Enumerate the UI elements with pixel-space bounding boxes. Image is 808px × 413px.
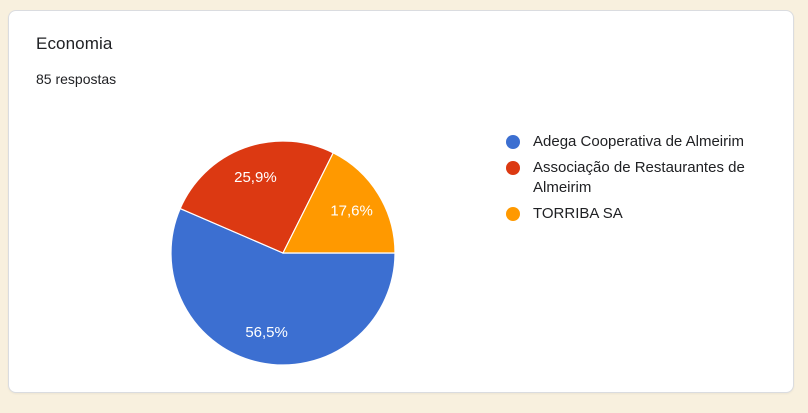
pie-slice-percent-label: 17,6% — [330, 203, 373, 220]
pie-slice[interactable] — [282, 152, 396, 254]
chart-legend: Adega Cooperativa de Almeirim Associação… — [506, 132, 768, 230]
response-count: 85 respostas — [36, 71, 117, 87]
legend-item-label: TORRIBA SA — [533, 205, 623, 222]
legend-item: Adega Cooperativa de Almeirim — [506, 132, 768, 152]
legend-color-dot-icon — [506, 135, 520, 149]
legend-item-label: Adega Cooperativa de Almeirim — [533, 133, 744, 150]
pie-chart: 56,5% 25,9% 17,6% — [168, 138, 398, 368]
pie-chart-svg: 56,5% 25,9% 17,6% — [170, 140, 396, 366]
pie-slice[interactable] — [170, 207, 396, 366]
page-title: Economia — [36, 34, 113, 53]
summary-card: Economia 85 respostas 56,5% 25,9% 17,6% Ad… — [8, 10, 794, 393]
pie-slice-percent-label: 56,5% — [245, 324, 288, 341]
pie-slice[interactable] — [179, 140, 335, 254]
pie-slice-percent-label: 25,9% — [234, 169, 277, 186]
legend-item: Associação de Restaurantes de Almeirim — [506, 158, 768, 198]
legend-color-dot-icon — [506, 161, 520, 175]
legend-item-label: Associação de Restaurantes de Almeirim — [533, 159, 745, 196]
legend-color-dot-icon — [506, 207, 520, 221]
legend-item: TORRIBA SA — [506, 204, 768, 224]
